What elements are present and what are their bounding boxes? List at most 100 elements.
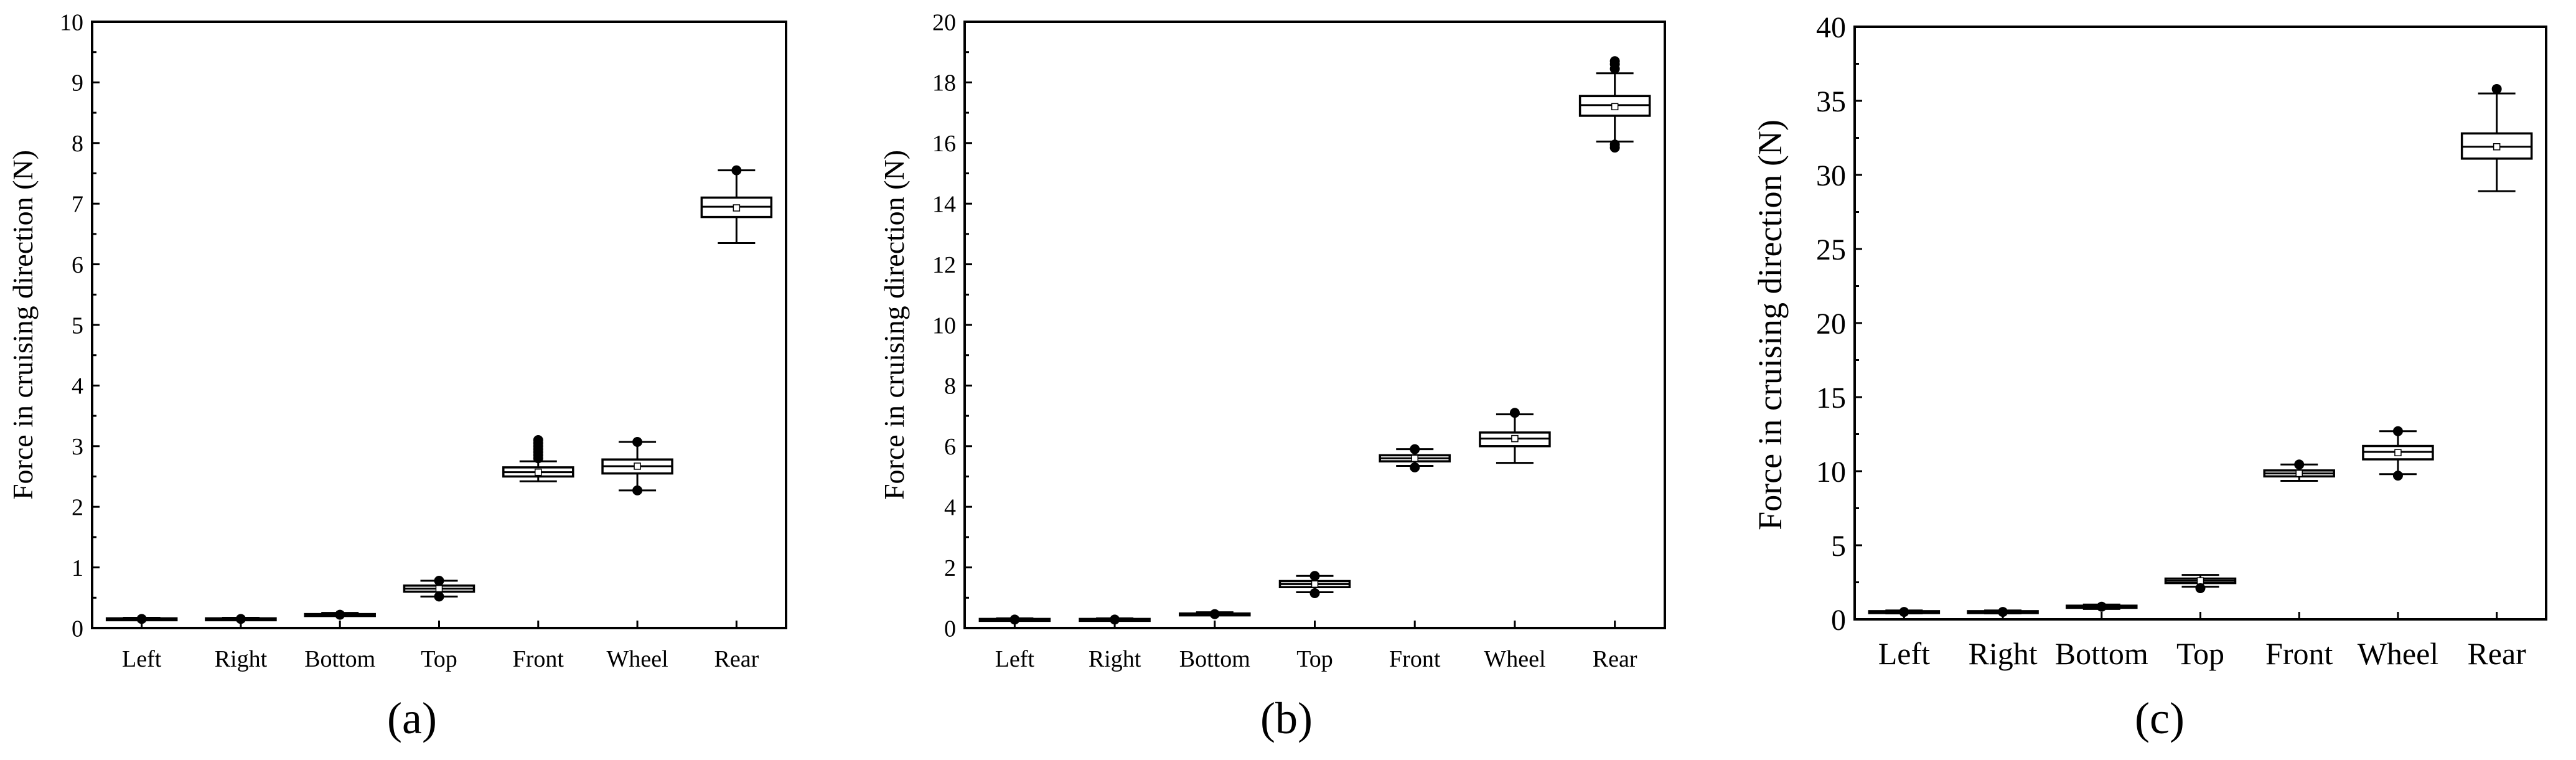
- y-tick-label: 30: [1816, 159, 1846, 192]
- box-bottom: [2066, 601, 2138, 612]
- mean-marker: [1611, 103, 1619, 111]
- outlier-point: [1410, 462, 1420, 472]
- y-axis-label: Force in cruising direction (N): [7, 150, 39, 500]
- x-tick-label-bottom: Bottom: [1179, 646, 1250, 672]
- box-top: [403, 576, 475, 602]
- y-axis: 0 2 4 6 8 10 12 14 16 18 20: [932, 9, 972, 642]
- x-tick-label-top: Top: [2176, 636, 2224, 671]
- y-axis: 0 5 10 15 20 25 30 35 40: [1816, 11, 1862, 637]
- box-rear: [1578, 56, 1651, 153]
- chart-panel-a: 0 1 2 3 4 5 6 7 8 9 10 Left Right Bottom Top Front Whee…: [7, 9, 787, 743]
- x-tick-label-rear: Rear: [714, 646, 759, 672]
- x-tick-label-left: Left: [122, 646, 162, 672]
- mean-marker: [733, 204, 741, 212]
- x-tick-label-top: Top: [1296, 646, 1333, 672]
- box-wheel: [601, 436, 673, 495]
- box-bottom: [304, 609, 376, 620]
- outlier-point: [434, 576, 444, 586]
- y-tick-label: 0: [1831, 604, 1846, 637]
- x-tick-label-left: Left: [995, 646, 1035, 672]
- outlier-point: [1309, 571, 1320, 581]
- box-right: [205, 614, 277, 624]
- y-tick-label: 10: [1816, 456, 1846, 489]
- box-top: [1278, 571, 1351, 598]
- y-tick-label: 4: [72, 373, 83, 400]
- x-tick-label-wheel: Wheel: [2358, 636, 2438, 671]
- y-axis: 0 1 2 3 4 5 6 7 8 9 10: [60, 9, 100, 642]
- x-tick-label-right: Right: [1089, 646, 1141, 672]
- box-marks: [1868, 83, 2533, 617]
- box-wheel: [2362, 426, 2434, 481]
- outlier-point: [1410, 444, 1420, 454]
- y-tick-label: 20: [1816, 307, 1846, 340]
- y-tick-label: 8: [944, 373, 956, 400]
- chart-panel-c: 0 5 10 15 20 25 30 35 40 Left Right Bottom Top Front…: [1751, 11, 2547, 743]
- box-wheel: [1479, 408, 1551, 464]
- outlier-point: [2392, 426, 2403, 436]
- mean-marker: [535, 468, 542, 476]
- mean-marker: [2196, 577, 2204, 584]
- plot-frame: [91, 21, 787, 629]
- outlier-point: [731, 165, 742, 176]
- x-axis: Left Right Bottom Top Front Wheel Rear: [122, 621, 759, 672]
- outlier-point: [1209, 609, 1220, 619]
- box-rear: [700, 165, 773, 245]
- outlier-point: [2491, 83, 2502, 94]
- x-tick-label-front: Front: [513, 646, 564, 672]
- y-tick-label: 40: [1816, 11, 1846, 44]
- y-tick-label: 4: [944, 495, 956, 521]
- mean-marker: [2493, 143, 2501, 151]
- y-tick-label: 7: [72, 192, 83, 218]
- x-tick-label-front: Front: [2265, 636, 2333, 671]
- mean-marker: [1511, 434, 1519, 443]
- x-axis: Left Right Bottom Top Front Wheel Rear: [995, 621, 1637, 672]
- mean-marker: [1311, 580, 1319, 588]
- y-tick-label: 2: [72, 495, 83, 521]
- outlier-point: [2096, 601, 2107, 612]
- y-tick-label: 8: [72, 131, 83, 157]
- outlier-point: [2294, 459, 2305, 470]
- y-tick-label: 6: [944, 434, 956, 460]
- outlier-point: [1609, 139, 1620, 150]
- panel-label-c: (c): [2135, 693, 2185, 743]
- box-top: [2164, 574, 2237, 594]
- x-tick-label-top: Top: [421, 646, 457, 672]
- y-tick-label: 16: [932, 131, 956, 157]
- x-tick-label-right: Right: [215, 646, 268, 672]
- y-tick-label: 5: [1831, 530, 1846, 563]
- y-tick-label: 35: [1816, 85, 1846, 118]
- outlier-point: [533, 435, 543, 446]
- outlier-point: [1609, 56, 1620, 67]
- y-tick-label: 10: [60, 9, 83, 35]
- y-tick-label: 5: [72, 312, 83, 339]
- mean-marker: [1411, 454, 1418, 462]
- x-axis: Left Right Bottom Top Front Wheel Rear: [1878, 612, 2526, 671]
- mean-marker: [435, 584, 443, 593]
- y-tick-label: 6: [72, 252, 83, 278]
- outlier-point: [2392, 471, 2403, 481]
- box-front: [2263, 459, 2335, 482]
- mean-marker: [634, 462, 641, 470]
- outlier-point: [235, 614, 246, 624]
- x-tick-label-bottom: Bottom: [304, 646, 375, 672]
- y-tick-label: 20: [932, 9, 956, 35]
- box-rear: [2460, 83, 2533, 192]
- x-tick-label-rear: Rear: [1593, 646, 1637, 672]
- x-tick-label-right: Right: [1969, 636, 2038, 671]
- box-marks: [105, 165, 773, 624]
- x-tick-label-wheel: Wheel: [606, 646, 668, 672]
- outlier-point: [1009, 614, 1020, 625]
- y-tick-label: 14: [932, 192, 956, 218]
- plot-frame: [963, 21, 1666, 629]
- x-tick-label-bottom: Bottom: [2055, 636, 2148, 671]
- outlier-point: [335, 609, 345, 620]
- outlier-point: [434, 591, 444, 602]
- outlier-point: [632, 436, 643, 447]
- y-axis-label: Force in cruising direction (N): [878, 150, 910, 500]
- y-tick-label: 0: [72, 616, 83, 642]
- mean-marker: [2394, 449, 2402, 456]
- y-tick-label: 0: [944, 616, 956, 642]
- y-tick-label: 1: [72, 555, 83, 581]
- mean-marker: [2295, 469, 2303, 477]
